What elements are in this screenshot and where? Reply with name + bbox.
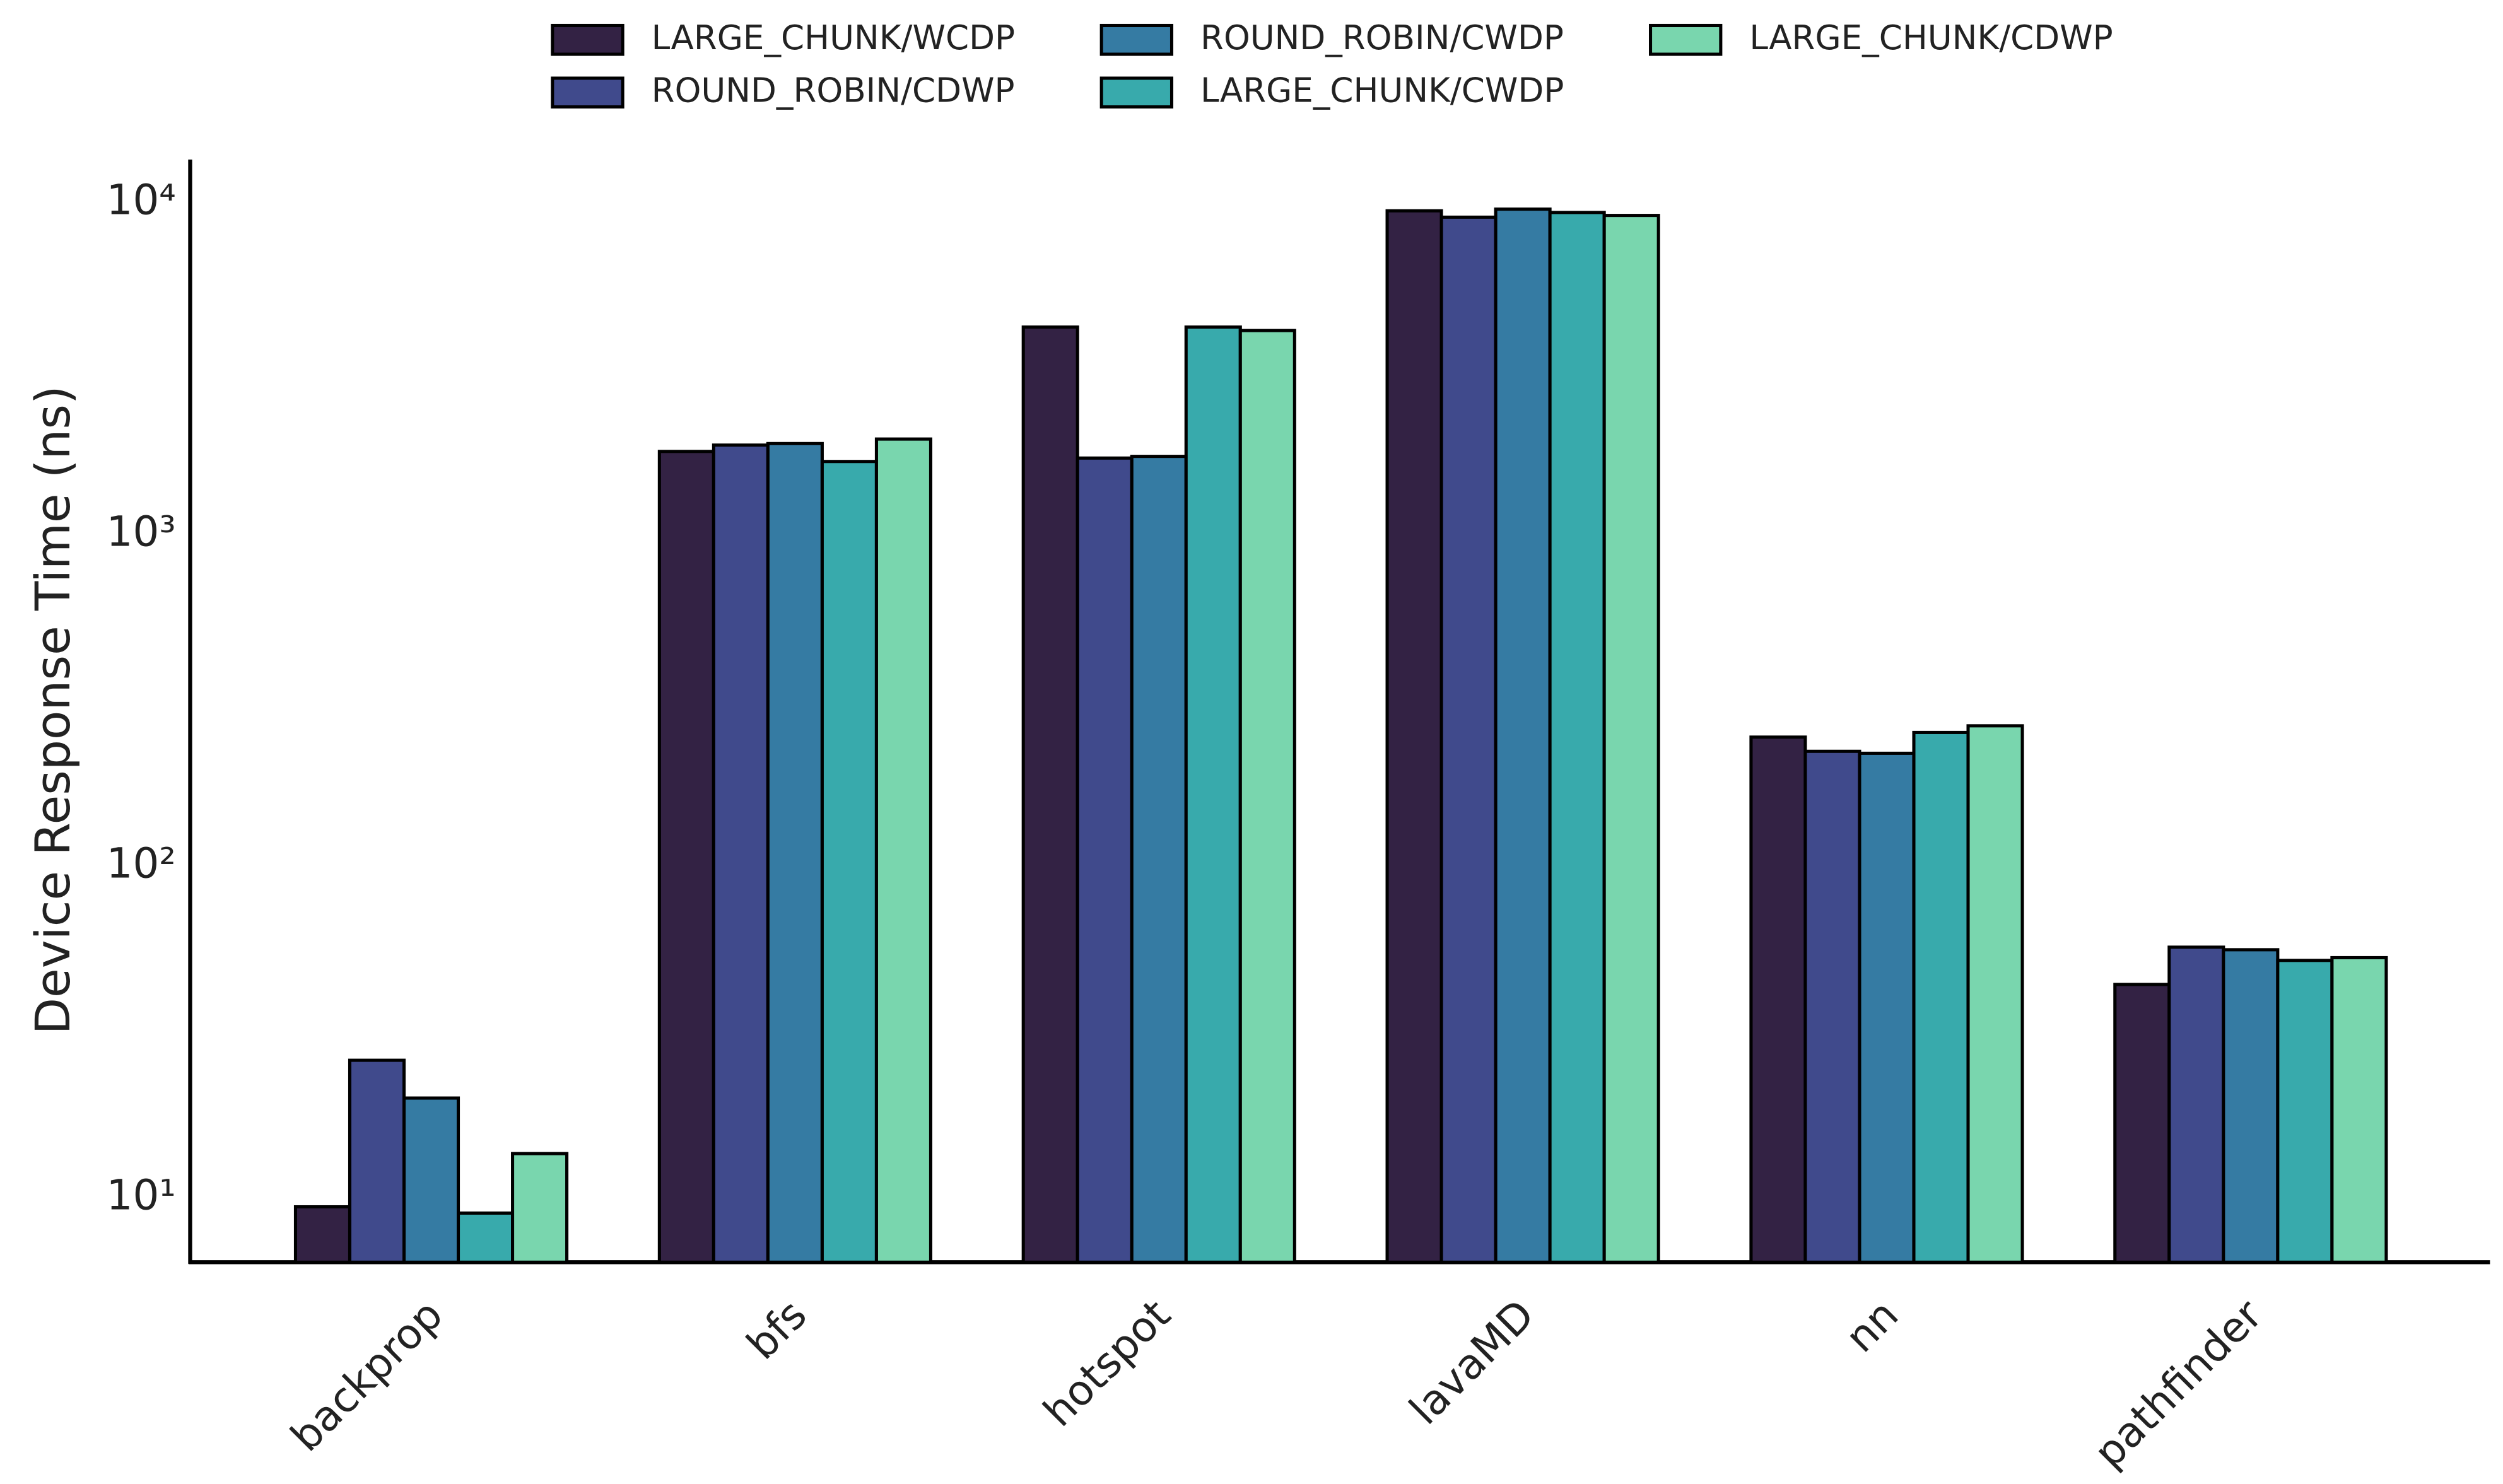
bar xyxy=(511,1152,569,1264)
bar xyxy=(1130,455,1188,1264)
x-tick-label: lavaMD xyxy=(1400,1290,1544,1434)
x-tick-label: backprop xyxy=(281,1290,452,1461)
bar xyxy=(1858,751,1916,1264)
bar xyxy=(1966,724,2024,1264)
legend-label: LARGE_CHUNK/CDWP xyxy=(1749,18,2113,57)
y-tick-label: 10⁴ xyxy=(107,176,176,225)
bar xyxy=(2167,945,2225,1264)
legend-label: LARGE_CHUNK/CWDP xyxy=(1200,71,1564,110)
bar xyxy=(402,1096,460,1264)
bar xyxy=(348,1058,406,1264)
legend-swatch xyxy=(551,76,624,109)
bar xyxy=(293,1205,352,1264)
bar xyxy=(1803,749,1861,1264)
bar xyxy=(1912,730,1970,1264)
legend-label: ROUND_ROBIN/CWDP xyxy=(1200,18,1564,57)
bar xyxy=(1021,325,1079,1264)
y-tick-label: 10³ xyxy=(107,508,176,556)
x-tick-label: hotspot xyxy=(1034,1290,1180,1436)
y-tick-label: 10¹ xyxy=(107,1171,176,1219)
bar xyxy=(1494,207,1552,1264)
bar xyxy=(2222,948,2280,1264)
y-tick-label: 10² xyxy=(107,839,176,888)
bar xyxy=(2276,959,2334,1264)
bar xyxy=(1076,456,1134,1264)
bar xyxy=(820,460,878,1264)
bar xyxy=(712,443,770,1264)
bar xyxy=(457,1211,515,1264)
legend-label: LARGE_CHUNK/WCDP xyxy=(652,18,1015,57)
bar xyxy=(766,441,824,1264)
bar xyxy=(1439,215,1498,1264)
bar xyxy=(657,450,715,1264)
legend-swatch xyxy=(551,23,624,56)
bar xyxy=(2330,955,2388,1264)
legend-swatch xyxy=(1648,23,1723,56)
legend-label: ROUND_ROBIN/CDWP xyxy=(652,71,1015,110)
y-axis-label: Device Response Time (ns) xyxy=(25,385,81,1034)
bar xyxy=(2113,983,2171,1264)
bar xyxy=(1184,325,1242,1264)
bar xyxy=(874,437,932,1264)
x-tick-label: nn xyxy=(1836,1290,1908,1362)
legend-swatch xyxy=(1099,76,1174,109)
bar xyxy=(1548,211,1606,1264)
bar xyxy=(1385,209,1443,1264)
x-tick-label: pathfinder xyxy=(2085,1290,2272,1477)
bar xyxy=(1602,214,1660,1264)
bar xyxy=(1749,735,1807,1264)
bar xyxy=(1238,329,1296,1264)
x-tick-label: bfs xyxy=(737,1290,816,1369)
legend-swatch xyxy=(1099,23,1174,56)
